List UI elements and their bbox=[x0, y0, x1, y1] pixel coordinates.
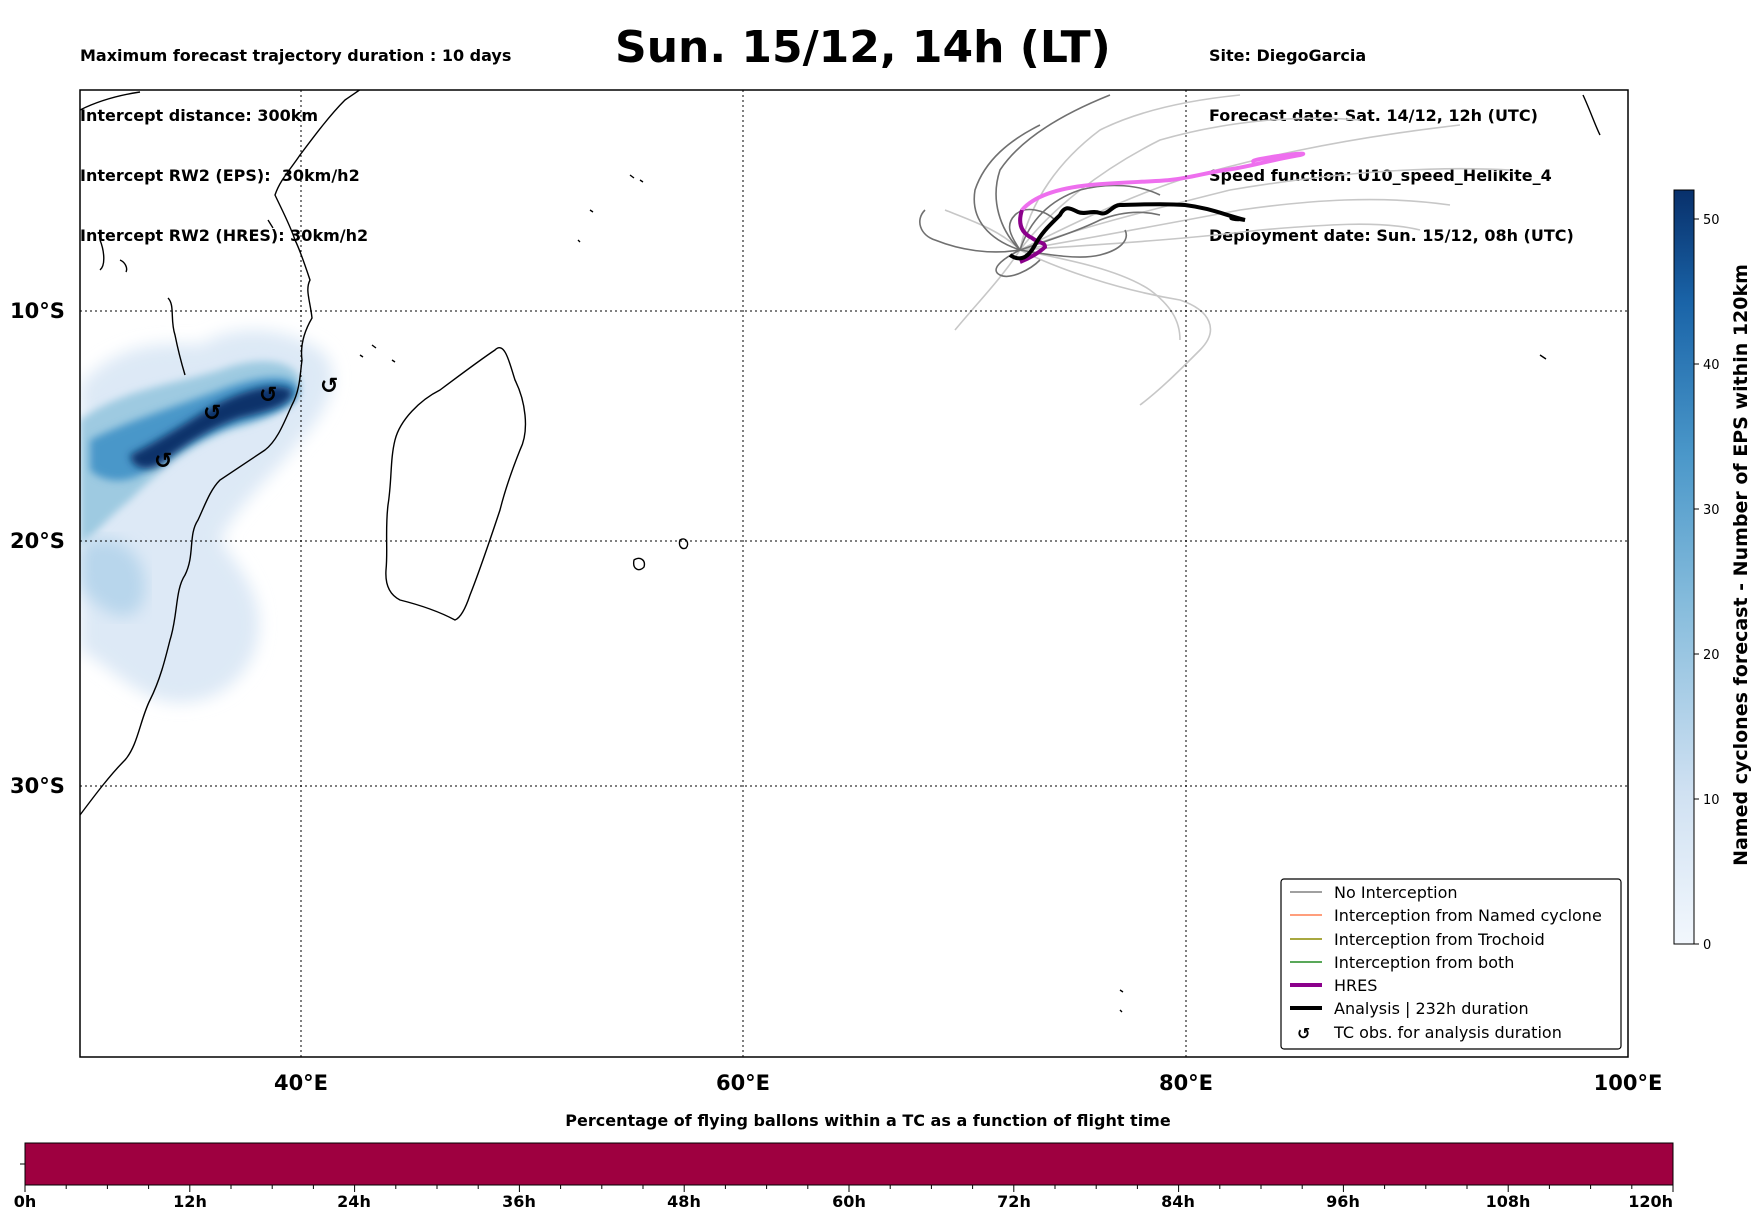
timebar-tick-48h: 48h bbox=[667, 1192, 701, 1211]
lon-label-80e: 80°E bbox=[1159, 1071, 1213, 1095]
africa-coastline bbox=[80, 90, 361, 816]
map-gridlines bbox=[80, 90, 1628, 1057]
tc-obs-icon: ↺ bbox=[259, 383, 277, 408]
ensemble-track bbox=[1019, 198, 1451, 251]
colorbar-tick-20: 20 bbox=[1703, 648, 1720, 663]
colorbar-tick-0: 0 bbox=[1703, 938, 1711, 953]
legend-swatch-tc-obs-icon: ↺ bbox=[1297, 1024, 1310, 1043]
ensemble-track bbox=[1019, 117, 1361, 251]
colorbar-title: Named cyclones forecast - Number of EPS … bbox=[1730, 264, 1752, 866]
ensemble-trajectories bbox=[919, 94, 1511, 406]
colorbar-fill bbox=[1673, 189, 1695, 945]
header-right-info: Site: DiegoGarcia Forecast date: Sat. 14… bbox=[1209, 6, 1574, 266]
legend-label-no-interception: No Interception bbox=[1334, 883, 1458, 902]
cyclone-density-heatmap bbox=[80, 330, 333, 703]
ensemble-track bbox=[995, 249, 1041, 278]
lon-label-60e: 60°E bbox=[716, 1071, 770, 1095]
density-colorbar: 0 10 20 30 40 50 Named cyclones forecast… bbox=[1673, 189, 1752, 953]
lat-label-30s: 30°S bbox=[10, 774, 65, 798]
ensemble-track bbox=[973, 124, 1041, 251]
hres-track bbox=[1018, 209, 1048, 264]
lon-label-40e: 40°E bbox=[274, 1071, 328, 1095]
timebar-tick-12h: 12h bbox=[173, 1192, 207, 1211]
hres-track-forecast bbox=[1020, 151, 1306, 212]
arabia-horn-coast bbox=[80, 91, 141, 111]
legend-label-tc-obs: TC obs. for analysis duration bbox=[1333, 1023, 1562, 1042]
ensemble-track bbox=[995, 94, 1111, 251]
legend-box bbox=[1280, 878, 1622, 1050]
ensemble-track bbox=[1019, 249, 1181, 341]
timebar-tick-72h: 72h bbox=[997, 1192, 1031, 1211]
mozambique-channel-island bbox=[167, 297, 186, 376]
timebar-fill bbox=[24, 1142, 1674, 1186]
tc-obs-icon: ↺ bbox=[203, 401, 221, 426]
madagascar-coastline bbox=[385, 347, 527, 621]
lat-label-20s: 20°S bbox=[10, 529, 65, 553]
legend: No Interception Interception from Named … bbox=[1280, 878, 1622, 1050]
tc-obs-icon: ↺ bbox=[154, 449, 172, 474]
ensemble-track bbox=[954, 249, 1021, 331]
ensemble-track bbox=[919, 209, 1021, 253]
ensemble-track bbox=[1019, 184, 1161, 251]
density-layer-core bbox=[130, 386, 293, 469]
legend-label-named-cyclone: Interception from Named cyclone bbox=[1334, 906, 1602, 925]
colorbar-tick-50: 50 bbox=[1703, 213, 1720, 228]
east-islands bbox=[1119, 94, 1601, 1013]
header-line-duration: Maximum forecast trajectory duration : 1… bbox=[80, 46, 512, 65]
legend-label-hres: HRES bbox=[1334, 976, 1377, 995]
ensemble-track bbox=[1008, 208, 1056, 251]
header-line-intercept-distance: Intercept distance: 300km bbox=[80, 106, 319, 125]
density-layer-south bbox=[80, 539, 146, 616]
colorbar-tick-30: 30 bbox=[1703, 503, 1720, 518]
colorbar-tick-10: 10 bbox=[1703, 793, 1720, 808]
tc-obs-icon: ↺ bbox=[320, 374, 338, 399]
comoros bbox=[359, 344, 396, 363]
ensemble-track bbox=[944, 209, 1021, 251]
map-frame bbox=[79, 89, 1629, 1058]
flight-time-bar: Percentage of flying ballons within a TC… bbox=[14, 1111, 1674, 1211]
seychelles-cluster bbox=[577, 174, 644, 243]
colorbar-tick-40: 40 bbox=[1703, 358, 1720, 373]
map-area: ↺ ↺ ↺ ↺ bbox=[80, 90, 1601, 1013]
legend-label-trochoid: Interception from Trochoid bbox=[1334, 930, 1545, 949]
lat-label-10s: 10°S bbox=[10, 299, 65, 323]
timebar-tick-96h: 96h bbox=[1326, 1192, 1360, 1211]
timebar-tick-60h: 60h bbox=[832, 1192, 866, 1211]
ensemble-track bbox=[1019, 229, 1127, 258]
timebar-tick-24h: 24h bbox=[337, 1192, 371, 1211]
header-line-site: Site: DiegoGarcia bbox=[1209, 46, 1367, 65]
header-line-deployment-date: Deployment date: Sun. 15/12, 08h (UTC) bbox=[1209, 226, 1574, 245]
analysis-track bbox=[1008, 202, 1246, 261]
reunion-island bbox=[632, 557, 646, 571]
timebar-title: Percentage of flying ballons within a TC… bbox=[565, 1111, 1171, 1130]
lakes-outline bbox=[99, 239, 128, 273]
coastlines bbox=[80, 90, 1601, 1013]
page-title: Sun. 15/12, 14h (LT) bbox=[615, 22, 1111, 73]
ensemble-track bbox=[1019, 223, 1421, 251]
legend-label-analysis: Analysis | 232h duration bbox=[1334, 999, 1529, 1018]
zanzibar-island bbox=[267, 219, 274, 229]
legend-label-both: Interception from both bbox=[1334, 953, 1514, 972]
ensemble-track bbox=[1019, 249, 1212, 406]
ensemble-track bbox=[1019, 167, 1511, 251]
timebar-tick-0h: 0h bbox=[14, 1192, 37, 1211]
header-left-info: Maximum forecast trajectory duration : 1… bbox=[80, 6, 511, 266]
lon-label-100e: 100°E bbox=[1594, 1071, 1663, 1095]
timebar-tick-36h: 36h bbox=[502, 1192, 536, 1211]
ensemble-track bbox=[1019, 124, 1461, 251]
timebar-tick-84h: 84h bbox=[1161, 1192, 1195, 1211]
mauritius-island bbox=[678, 538, 689, 550]
ensemble-track bbox=[1019, 94, 1241, 251]
tc-obs-markers: ↺ ↺ ↺ ↺ bbox=[154, 374, 338, 474]
timebar-tick-120h: 120h bbox=[1628, 1192, 1673, 1211]
timebar-tick-108h: 108h bbox=[1486, 1192, 1531, 1211]
